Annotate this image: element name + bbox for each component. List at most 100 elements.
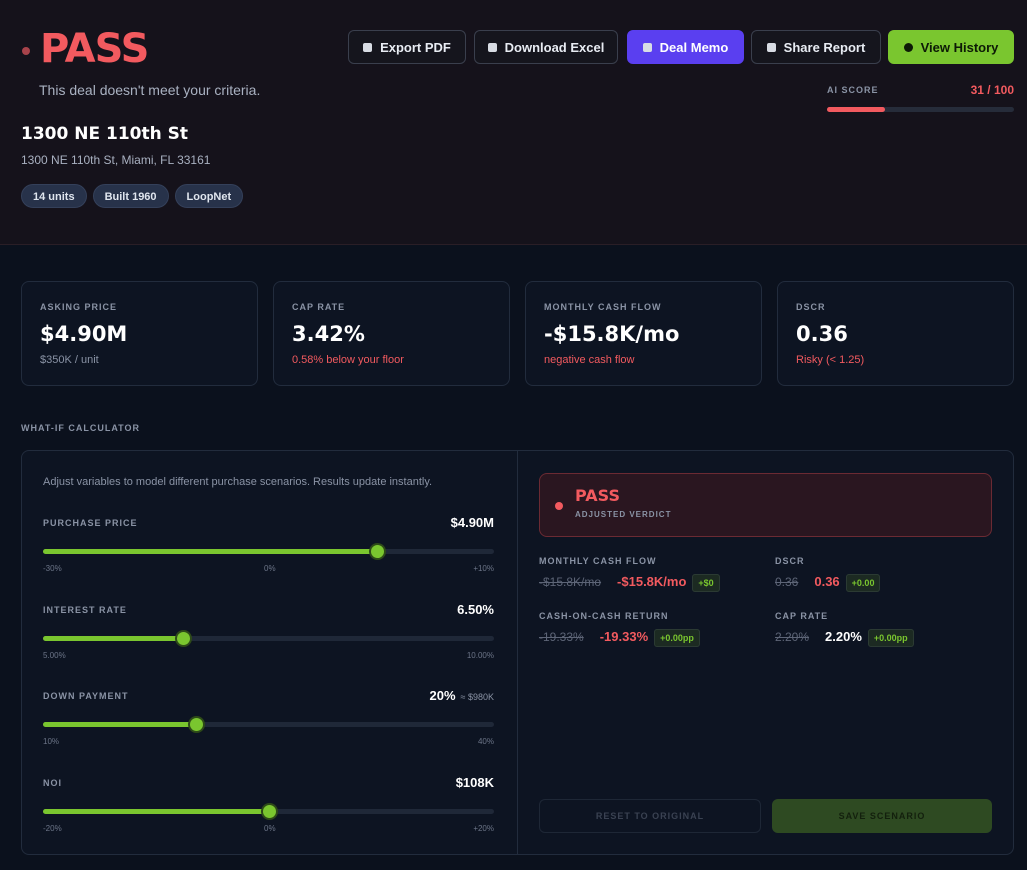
delta: +0.00pp xyxy=(654,629,700,647)
metric-card: MONTHLY CASH FLOW -$15.8K/mo negative cash… xyxy=(525,281,762,386)
delta: +0.00 xyxy=(845,574,881,592)
new-value: -19.33% xyxy=(599,629,649,644)
slider-track[interactable] xyxy=(43,543,494,560)
new-value: -$15.8K/mo xyxy=(617,574,687,589)
result-label: MONTHLY CASH FLOW xyxy=(539,556,657,566)
slider-value-row: $108K xyxy=(43,775,494,791)
reset-button[interactable]: RESET TO ORIGINAL xyxy=(539,799,761,833)
slider-value: 6.50% xyxy=(457,602,494,617)
slider-handle[interactable] xyxy=(188,716,206,733)
slider-value-text: $108K xyxy=(455,774,494,790)
slider-min: -30% xyxy=(43,564,62,573)
slider-value-text: 20% xyxy=(429,688,456,703)
metric-value: 0.36 xyxy=(796,322,848,346)
slider-handle[interactable] xyxy=(174,629,192,647)
toolbar-button[interactable]: Download Excel xyxy=(474,30,618,64)
button-icon xyxy=(363,42,373,52)
old-value: -$15.8K/mo xyxy=(539,575,602,589)
slider-label: PURCHASE PRICE xyxy=(43,518,138,528)
result-row: 0.36 0.36 +0.00 xyxy=(775,573,881,592)
button-icon xyxy=(766,42,776,52)
tag: LoopNet xyxy=(174,184,244,208)
slider-min: 5.00% xyxy=(43,650,66,660)
old-value: 2.20% xyxy=(775,630,810,644)
section-title: WHAT-IF CALCULATOR xyxy=(21,423,140,433)
new-value: 2.20% xyxy=(825,629,862,644)
slider-handle[interactable] xyxy=(260,802,278,820)
ai-score-label: AI SCORE xyxy=(827,85,879,95)
metric-label: MONTHLY CASH FLOW xyxy=(544,302,662,312)
metric-note: negative cash flow xyxy=(544,354,635,366)
metric-label: CAP RATE xyxy=(292,302,346,312)
metric-note: $350K / unit xyxy=(40,354,99,366)
old-value: -19.33% xyxy=(539,630,584,644)
button-icon xyxy=(642,42,652,52)
slider-value-row: 20% ≈ $980K xyxy=(43,688,495,704)
toolbar-button[interactable]: Export PDF xyxy=(348,30,466,64)
slider-track[interactable] xyxy=(43,802,494,820)
slider-max: 40% xyxy=(477,737,494,746)
delta: +0.00pp xyxy=(867,629,914,647)
slider-fill xyxy=(43,635,183,641)
slider-fill xyxy=(43,722,197,727)
metric-value: $4.90M xyxy=(40,322,128,346)
metric-card: CAP RATE 3.42% 0.58% below your floor xyxy=(273,281,510,386)
tag: 14 units xyxy=(21,184,87,208)
slider-mid: 0% xyxy=(264,564,276,573)
metric-label: DSCR xyxy=(796,302,826,312)
result-row: -19.33% -19.33% +0.00pp xyxy=(539,628,700,647)
metric-note: 0.58% below your floor xyxy=(292,354,404,366)
slider-value-row: $4.90M xyxy=(43,515,494,531)
toolbar-button[interactable]: View History xyxy=(888,30,1014,64)
slider-min: -20% xyxy=(43,823,62,833)
button-icon xyxy=(903,42,913,52)
subtitle: This deal doesn't meet your criteria. xyxy=(39,82,261,98)
ai-score-value: 31 / 100 xyxy=(970,83,1014,97)
button-icon xyxy=(487,42,497,52)
slider-fill xyxy=(43,808,269,814)
toolbar-button[interactable]: Deal Memo xyxy=(627,30,744,64)
adjusted-verdict-title: PASS xyxy=(575,486,620,505)
result-label: CAP RATE xyxy=(775,611,829,621)
result-row: 2.20% 2.20% +0.00pp xyxy=(775,628,914,647)
delta: +$0 xyxy=(692,574,720,592)
calculator-panel: Adjust variables to model different purc… xyxy=(21,450,1014,855)
metric-label: ASKING PRICE xyxy=(40,302,118,312)
slider-max: +10% xyxy=(473,564,494,573)
slider-value: $108K xyxy=(456,775,494,790)
ai-score-track xyxy=(827,107,1014,112)
button-label: Deal Memo xyxy=(659,39,729,55)
metric-value: -$15.8K/mo xyxy=(544,322,680,346)
slider-label: INTEREST RATE xyxy=(43,604,127,615)
ai-score-fill xyxy=(827,107,885,112)
toolbar-button[interactable]: Share Report xyxy=(751,30,881,64)
button-label: Export PDF xyxy=(380,39,451,55)
slider-value-text: $4.90M xyxy=(450,515,494,530)
button-label: Share Report xyxy=(783,39,866,55)
slider-fill xyxy=(43,549,377,554)
slider-value-row: 6.50% xyxy=(43,602,494,618)
slider-track[interactable] xyxy=(43,716,494,733)
save-button[interactable]: SAVE SCENARIO xyxy=(772,799,992,833)
status-dot xyxy=(22,47,30,55)
slider-value-text: 6.50% xyxy=(457,601,494,617)
slider-label: DOWN PAYMENT xyxy=(43,691,129,701)
slider-extra: ≈ $980K xyxy=(460,692,494,702)
tag: Built 1960 xyxy=(92,184,169,208)
button-label: Download Excel xyxy=(504,39,605,55)
old-value: 0.36 xyxy=(775,575,799,589)
slider-value: $4.90M xyxy=(451,515,494,530)
slider-value: 20% ≈ $980K xyxy=(430,688,495,703)
result-label: DSCR xyxy=(775,556,805,566)
result-row: -$15.8K/mo -$15.8K/mo +$0 xyxy=(539,573,720,592)
metric-card: ASKING PRICE $4.90M $350K / unit xyxy=(21,281,258,386)
result-label: CASH-ON-CASH RETURN xyxy=(539,611,669,621)
divider xyxy=(517,451,518,854)
verdict-dot xyxy=(555,502,563,510)
description: Adjust variables to model different purc… xyxy=(43,476,433,488)
address: 1300 NE 110th St, Miami, FL 33161 xyxy=(21,153,211,167)
tags: 14 units Built 1960 LoopNet xyxy=(21,184,249,208)
slider-track[interactable] xyxy=(43,629,494,647)
slider-handle[interactable] xyxy=(368,543,386,560)
button-label: View History xyxy=(920,39,999,55)
